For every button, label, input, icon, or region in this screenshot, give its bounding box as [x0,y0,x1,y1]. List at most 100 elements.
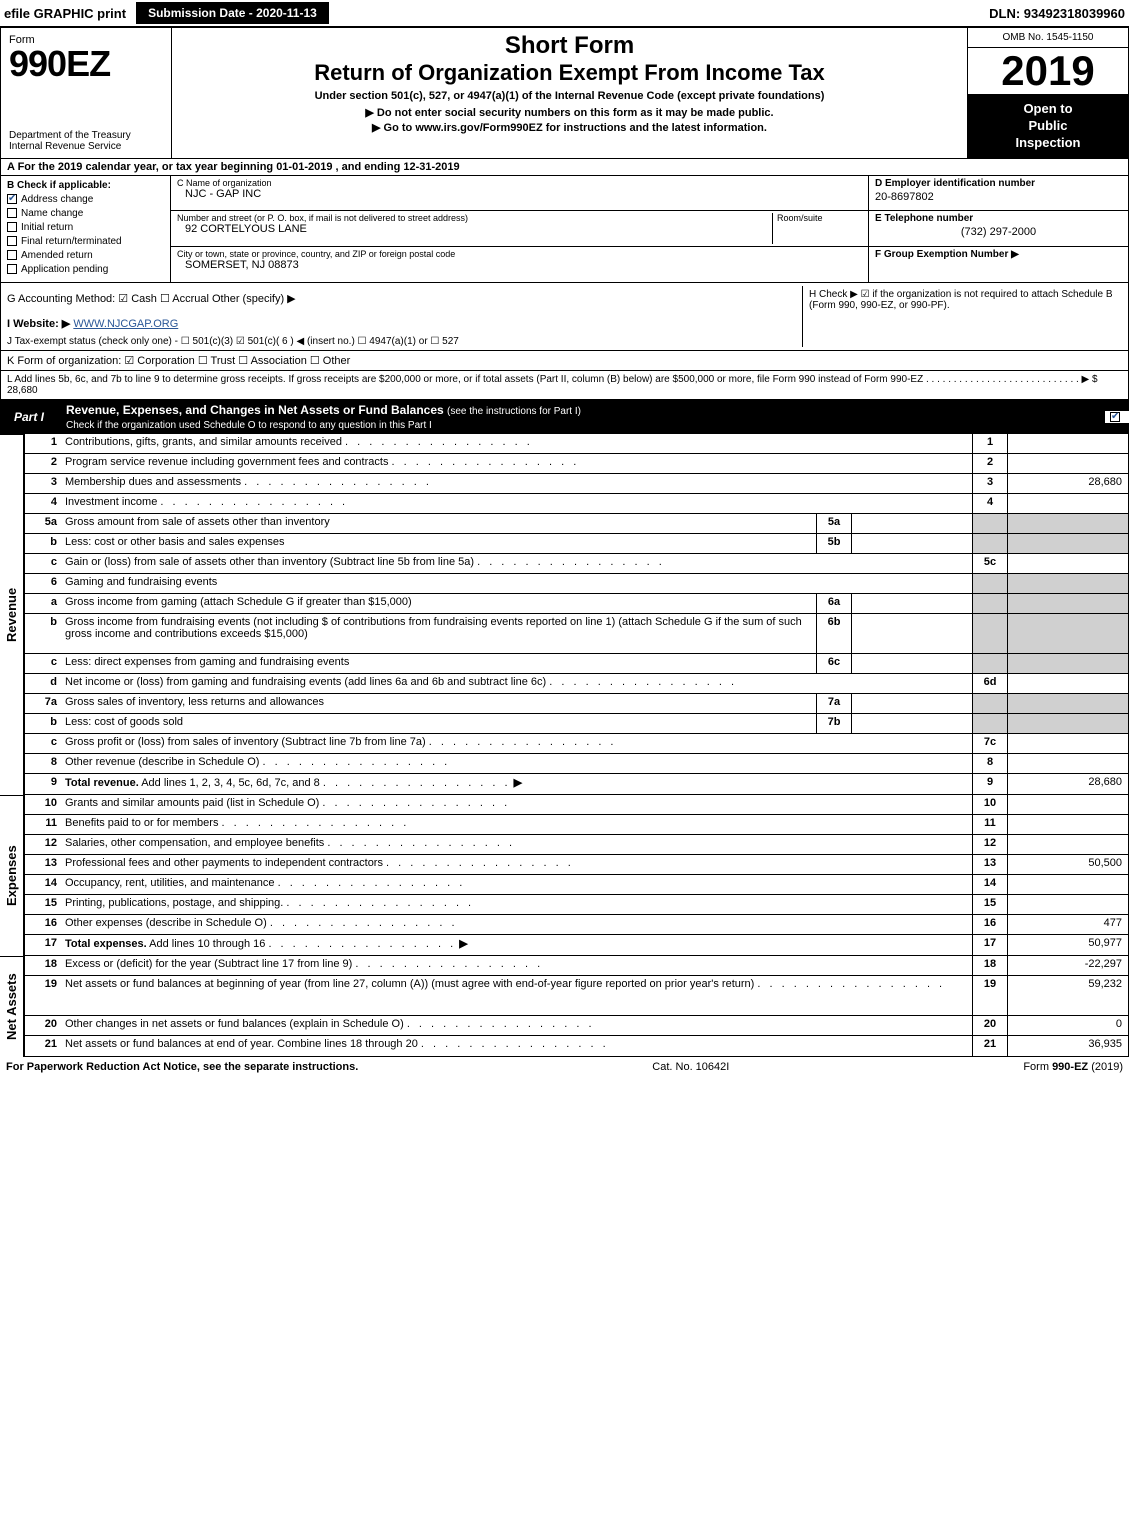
table-row: 17Total expenses. Add lines 10 through 1… [25,935,1128,955]
top-bar: efile GRAPHIC print Submission Date - 20… [0,0,1129,27]
side-label-netassets: Net Assets [0,956,24,1057]
line-desc: Printing, publications, postage, and shi… [61,895,972,914]
sub-line-value [852,694,972,713]
line-amount [1008,754,1128,773]
line-ref: 8 [972,754,1008,773]
b-checkbox-item[interactable]: Application pending [7,264,164,275]
line-amount [1008,434,1128,453]
line-desc: Contributions, gifts, grants, and simila… [61,434,972,453]
line-ref: 5c [972,554,1008,573]
table-row: 10Grants and similar amounts paid (list … [25,795,1128,815]
line-number: 3 [25,474,61,493]
line-desc: Total revenue. Add lines 1, 2, 3, 4, 5c,… [61,774,972,794]
b-checkbox-item[interactable]: Initial return [7,222,164,233]
col-c-org: C Name of organization NJC - GAP INC Num… [171,176,868,282]
sub-line-value [852,654,972,673]
grid-bcdef: B Check if applicable: Address changeNam… [0,176,1129,283]
side-label-expenses: Expenses [0,795,24,956]
line-number: c [25,654,61,673]
line-amount [1008,454,1128,473]
table-row: bLess: cost of goods sold7b [25,714,1128,734]
checkbox-icon[interactable] [7,222,17,232]
g-accounting: G Accounting Method: ☑ Cash ☐ Accrual Ot… [7,286,802,311]
f-group-label: F Group Exemption Number ▶ [875,249,1122,260]
arrow-goto: ▶ Go to www.irs.gov/Form990EZ for instru… [192,121,947,134]
part-i-checkbox[interactable] [1105,411,1129,423]
efile-label: efile GRAPHIC print [4,6,126,21]
b-checkbox-item[interactable]: Address change [7,194,164,205]
footer-center: Cat. No. 10642I [652,1061,729,1073]
line-ref: 2 [972,454,1008,473]
line-ref [972,574,1008,593]
line-desc: Net assets or fund balances at end of ye… [61,1036,972,1056]
line-amount: 59,232 [1008,976,1128,1015]
i-website-link[interactable]: WWW.NJCGAP.ORG [73,318,178,330]
line-number: 6 [25,574,61,593]
line-amount [1008,815,1128,834]
col-b-checkboxes: B Check if applicable: Address changeNam… [1,176,171,282]
table-row: 7aGross sales of inventory, less returns… [25,694,1128,714]
tax-year: 2019 [968,48,1128,95]
title-under: Under section 501(c), 527, or 4947(a)(1)… [192,90,947,102]
checkbox-icon[interactable] [7,194,17,204]
line-ref [972,594,1008,613]
sub-line-number: 7b [816,714,852,733]
sub-line-number: 6c [816,654,852,673]
line-amount [1008,694,1128,713]
line-number: 10 [25,795,61,814]
checkbox-icon[interactable] [7,250,17,260]
line-ref [972,534,1008,553]
line-number: 7a [25,694,61,713]
line-desc: Benefits paid to or for members . . . . … [61,815,972,834]
line-ref: 12 [972,835,1008,854]
submission-date-button[interactable]: Submission Date - 2020-11-13 [136,2,329,24]
expenses-section: Expenses 10Grants and similar amounts pa… [0,795,1129,956]
table-row: 16Other expenses (describe in Schedule O… [25,915,1128,935]
line-desc: Other expenses (describe in Schedule O) … [61,915,972,934]
line-number: 2 [25,454,61,473]
inspection-l2: Public [972,118,1124,135]
line-amount [1008,895,1128,914]
inspection-l3: Inspection [972,135,1124,152]
line-desc: Other changes in net assets or fund bala… [61,1016,972,1035]
checkbox-icon[interactable] [7,264,17,274]
line-number: 8 [25,754,61,773]
line-amount [1008,514,1128,533]
line-desc: Gross income from gaming (attach Schedul… [61,594,816,613]
checkbox-icon[interactable] [7,208,17,218]
b-checkbox-item[interactable]: Amended return [7,250,164,261]
line-ref [972,694,1008,713]
d-ein-value: 20-8697802 [875,189,1122,203]
line-amount [1008,734,1128,753]
line-amount [1008,674,1128,693]
line-ref [972,714,1008,733]
line-amount [1008,714,1128,733]
line-number: 19 [25,976,61,1015]
line-number: 21 [25,1036,61,1056]
sub-line-number: 6a [816,594,852,613]
c-addr-label: Number and street (or P. O. box, if mail… [177,213,772,223]
table-row: 6Gaming and fundraising events [25,574,1128,594]
irs-label: Internal Revenue Service [9,141,163,152]
line-desc: Less: cost of goods sold [61,714,816,733]
line-desc: Program service revenue including govern… [61,454,972,473]
line-ref: 10 [972,795,1008,814]
b-checkbox-item[interactable]: Name change [7,208,164,219]
line-number: 16 [25,915,61,934]
table-row: 18Excess or (deficit) for the year (Subt… [25,956,1128,976]
j-tax-exempt: J Tax-exempt status (check only one) - ☐… [7,336,802,347]
table-row: aGross income from gaming (attach Schedu… [25,594,1128,614]
side-label-revenue: Revenue [0,434,24,795]
header-left: Form 990EZ Department of the Treasury In… [1,28,171,158]
checkbox-icon[interactable] [7,236,17,246]
b-checkbox-item[interactable]: Final return/terminated [7,236,164,247]
inspection-l1: Open to [972,101,1124,118]
part-i-check-text: Check if the organization used Schedule … [66,420,432,431]
line-ref: 18 [972,956,1008,975]
dln-label: DLN: 93492318039960 [989,6,1125,21]
line-number: 12 [25,835,61,854]
table-row: bGross income from fundraising events (n… [25,614,1128,654]
line-ref: 21 [972,1036,1008,1056]
table-row: dNet income or (loss) from gaming and fu… [25,674,1128,694]
table-row: 19Net assets or fund balances at beginni… [25,976,1128,1016]
